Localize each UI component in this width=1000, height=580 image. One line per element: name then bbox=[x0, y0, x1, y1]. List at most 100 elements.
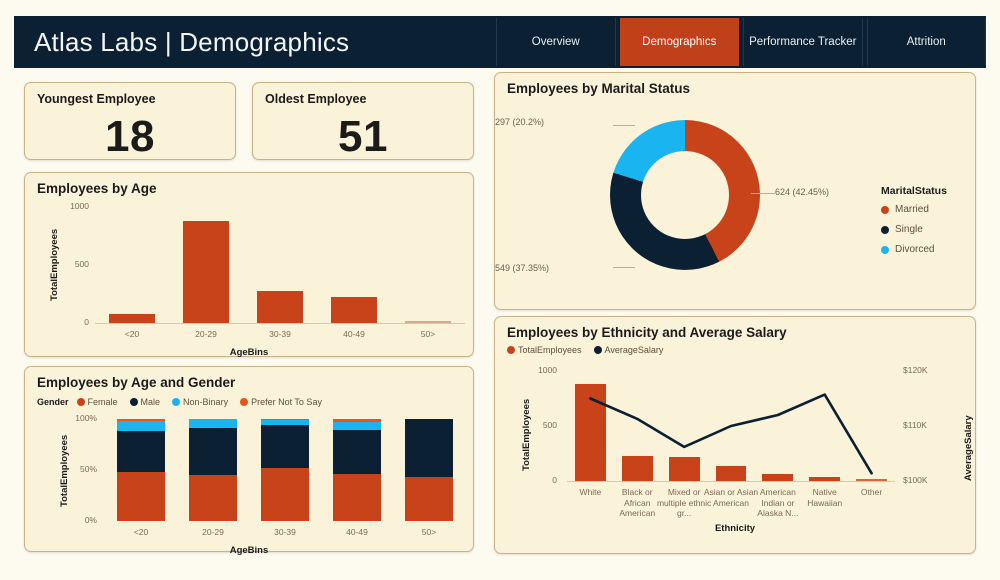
legend-swatch-prefer-not-to-say bbox=[240, 398, 249, 406]
chart-employees-by-ethnicity-and-average-salary[interactable]: TotalEmployees 0 500 1000 $100K $110K $120K Ave… bbox=[495, 359, 975, 555]
x-tick-<20: <20 bbox=[133, 527, 149, 537]
tab-attrition[interactable]: Attrition bbox=[866, 18, 986, 66]
legend-item-divorced[interactable]: Divorced bbox=[881, 244, 947, 255]
kpi-value-oldest: 51 bbox=[338, 112, 388, 161]
x-tick-50>: 50> bbox=[420, 329, 436, 339]
bar-ethnicity-6[interactable] bbox=[856, 479, 888, 481]
legend-item-prefer-not-to-say[interactable]: Prefer Not To Say bbox=[240, 397, 322, 407]
y-tick-50%: 50% bbox=[79, 464, 97, 474]
nav-tabs: Overview Demographics Performance Tracke… bbox=[492, 16, 986, 68]
chart-title-employees-by-age: Employees by Age bbox=[37, 181, 157, 196]
legend-item-single[interactable]: Single bbox=[881, 224, 947, 235]
tab-overview[interactable]: Overview bbox=[496, 18, 616, 66]
kpi-value-youngest: 18 bbox=[105, 112, 155, 161]
bar-20-29[interactable] bbox=[183, 220, 229, 323]
kpi-card-oldest-employee: Oldest Employee 51 bbox=[252, 82, 474, 161]
legend-label-male: Male bbox=[140, 397, 161, 407]
donut-hole bbox=[641, 151, 729, 239]
data-label-divorced: 297 (20.2%) bbox=[495, 117, 545, 127]
x-axis-line bbox=[95, 323, 465, 324]
legend-item-male[interactable]: Male bbox=[129, 397, 161, 407]
legend-label-non-binary: Non-Binary bbox=[183, 397, 229, 407]
segment-50>-male bbox=[404, 419, 454, 478]
legend-label-female: Female bbox=[87, 397, 118, 407]
legend-gender[interactable]: Gender Female Male Non-Binary Prefer Not To … bbox=[37, 397, 329, 407]
chart-title-employees-by-marital-status: Employees by Marital Status bbox=[507, 81, 691, 96]
segment-<20-non-binary bbox=[116, 421, 166, 432]
stacked-bar-20-29[interactable] bbox=[188, 419, 238, 521]
legend-label-married: Married bbox=[895, 204, 929, 215]
x-tick-30-39: 30-39 bbox=[269, 329, 291, 339]
legend-item-totalemployees[interactable]: TotalEmployees bbox=[507, 345, 582, 355]
x-tick-ethnicity-1: Black or African American bbox=[619, 487, 656, 519]
segment-40-49-non-binary bbox=[332, 422, 382, 431]
segment-30-39-female bbox=[260, 467, 310, 521]
x-tick-ethnicity-6: Other bbox=[860, 487, 883, 497]
card-employees-by-marital-status: Employees by Marital Status 624 (42.45%)… bbox=[494, 72, 976, 310]
legend-item-non-binary[interactable]: Non-Binary bbox=[172, 397, 228, 407]
legend-swatch-single bbox=[881, 225, 889, 234]
bar-ethnicity-0[interactable] bbox=[574, 384, 606, 481]
title-block: Atlas Labs | Demographics bbox=[14, 16, 492, 68]
segment-30-39-prefer-not-to-say bbox=[260, 419, 310, 421]
legend-label-divorced: Divorced bbox=[895, 244, 935, 255]
leader-line-2 bbox=[613, 125, 635, 126]
stacked-bar-<20[interactable] bbox=[116, 419, 166, 521]
bar-<20[interactable] bbox=[109, 314, 155, 323]
tab-demographics[interactable]: Demographics bbox=[619, 18, 739, 66]
page-title: Atlas Labs | Demographics bbox=[34, 26, 350, 57]
bar-ethnicity-5[interactable] bbox=[809, 476, 841, 481]
card-employees-by-age: Employees by Age TotalEmployees 0 500 1000 <… bbox=[24, 172, 474, 358]
y-tick-1000: 1000 bbox=[70, 201, 89, 211]
legend-swatch-divorced bbox=[881, 245, 889, 254]
y-tick-left-500: 500 bbox=[542, 420, 557, 430]
segment-40-49-prefer-not-to-say bbox=[332, 419, 382, 423]
bar-ethnicity-4[interactable] bbox=[762, 474, 794, 481]
segment-20-29-non-binary bbox=[188, 419, 238, 429]
stacked-bar-40-49[interactable] bbox=[332, 419, 382, 521]
y-tick-right-$100K: $100K bbox=[903, 475, 928, 485]
legend-ethnicity[interactable]: TotalEmployees AverageSalary bbox=[507, 345, 670, 355]
y-tick-0: 0 bbox=[84, 317, 89, 327]
chart-employees-by-age[interactable]: TotalEmployees 0 500 1000 <20 20-29 30-39 40-49… bbox=[25, 195, 473, 358]
bar-ethnicity-3[interactable] bbox=[715, 466, 747, 481]
legend-item-female[interactable]: Female bbox=[76, 397, 118, 407]
axis-label-x-agebins-gender: AgeBins bbox=[229, 545, 269, 556]
legend-swatch-non-binary bbox=[172, 398, 181, 406]
legend-item-married[interactable]: Married bbox=[881, 204, 947, 215]
legend-marital-status[interactable]: MaritalStatus Married Single Divorced bbox=[881, 185, 947, 264]
segment-20-29-male bbox=[188, 428, 238, 476]
chart-title-employees-by-age-and-gender: Employees by Age and Gender bbox=[37, 375, 236, 390]
card-employees-by-ethnicity-and-average-salary: Employees by Ethnicity and Average Salar… bbox=[494, 316, 976, 554]
segment-<20-prefer-not-to-say bbox=[116, 419, 166, 422]
x-tick-ethnicity-0: White bbox=[579, 487, 602, 497]
bar-ethnicity-1[interactable] bbox=[621, 456, 653, 481]
bar-50>[interactable] bbox=[405, 321, 451, 323]
legend-label-averagesalary: AverageSalary bbox=[604, 345, 664, 355]
y-tick-right-$110K: $110K bbox=[903, 420, 927, 430]
chart-title-employees-by-ethnicity: Employees by Ethnicity and Average Salar… bbox=[507, 325, 787, 340]
x-tick-ethnicity-4: American Indian or Alaska N... bbox=[757, 487, 799, 519]
header-bar: Atlas Labs | Demographics Overview Demog… bbox=[14, 16, 986, 68]
segment-20-29-female bbox=[188, 475, 238, 521]
stacked-bar-50>[interactable] bbox=[404, 419, 454, 521]
data-label-married: 624 (42.45%) bbox=[775, 187, 830, 197]
chart-employees-by-age-and-gender[interactable]: TotalEmployees 0% 50% 100% <20 20-29 30-39 40-4… bbox=[25, 411, 473, 556]
segment-50>-female bbox=[404, 477, 454, 521]
x-tick-50>: 50> bbox=[421, 527, 437, 537]
x-tick-ethnicity-5: Native Hawaiian bbox=[807, 487, 843, 508]
bar-ethnicity-2[interactable] bbox=[668, 456, 700, 481]
legend-item-averagesalary[interactable]: AverageSalary bbox=[593, 345, 664, 355]
tab-performance-tracker[interactable]: Performance Tracker bbox=[743, 18, 863, 66]
axis-label-x-ethnicity: Ethnicity bbox=[714, 523, 756, 534]
segment-<20-female bbox=[116, 472, 166, 521]
legend-swatch-male bbox=[129, 398, 138, 406]
data-label-single: 549 (37.35%) bbox=[495, 263, 550, 273]
bar-30-39[interactable] bbox=[257, 290, 303, 323]
chart-employees-by-marital-status[interactable]: 624 (42.45%) 549 (37.35%) 297 (20.2%) Marit… bbox=[495, 93, 975, 311]
segment-30-39-male bbox=[260, 425, 310, 468]
bar-40-49[interactable] bbox=[331, 296, 377, 323]
stacked-bar-30-39[interactable] bbox=[260, 419, 310, 521]
legend-label-prefer-not-to-say: Prefer Not To Say bbox=[251, 397, 322, 407]
legend-swatch-female bbox=[76, 398, 85, 406]
